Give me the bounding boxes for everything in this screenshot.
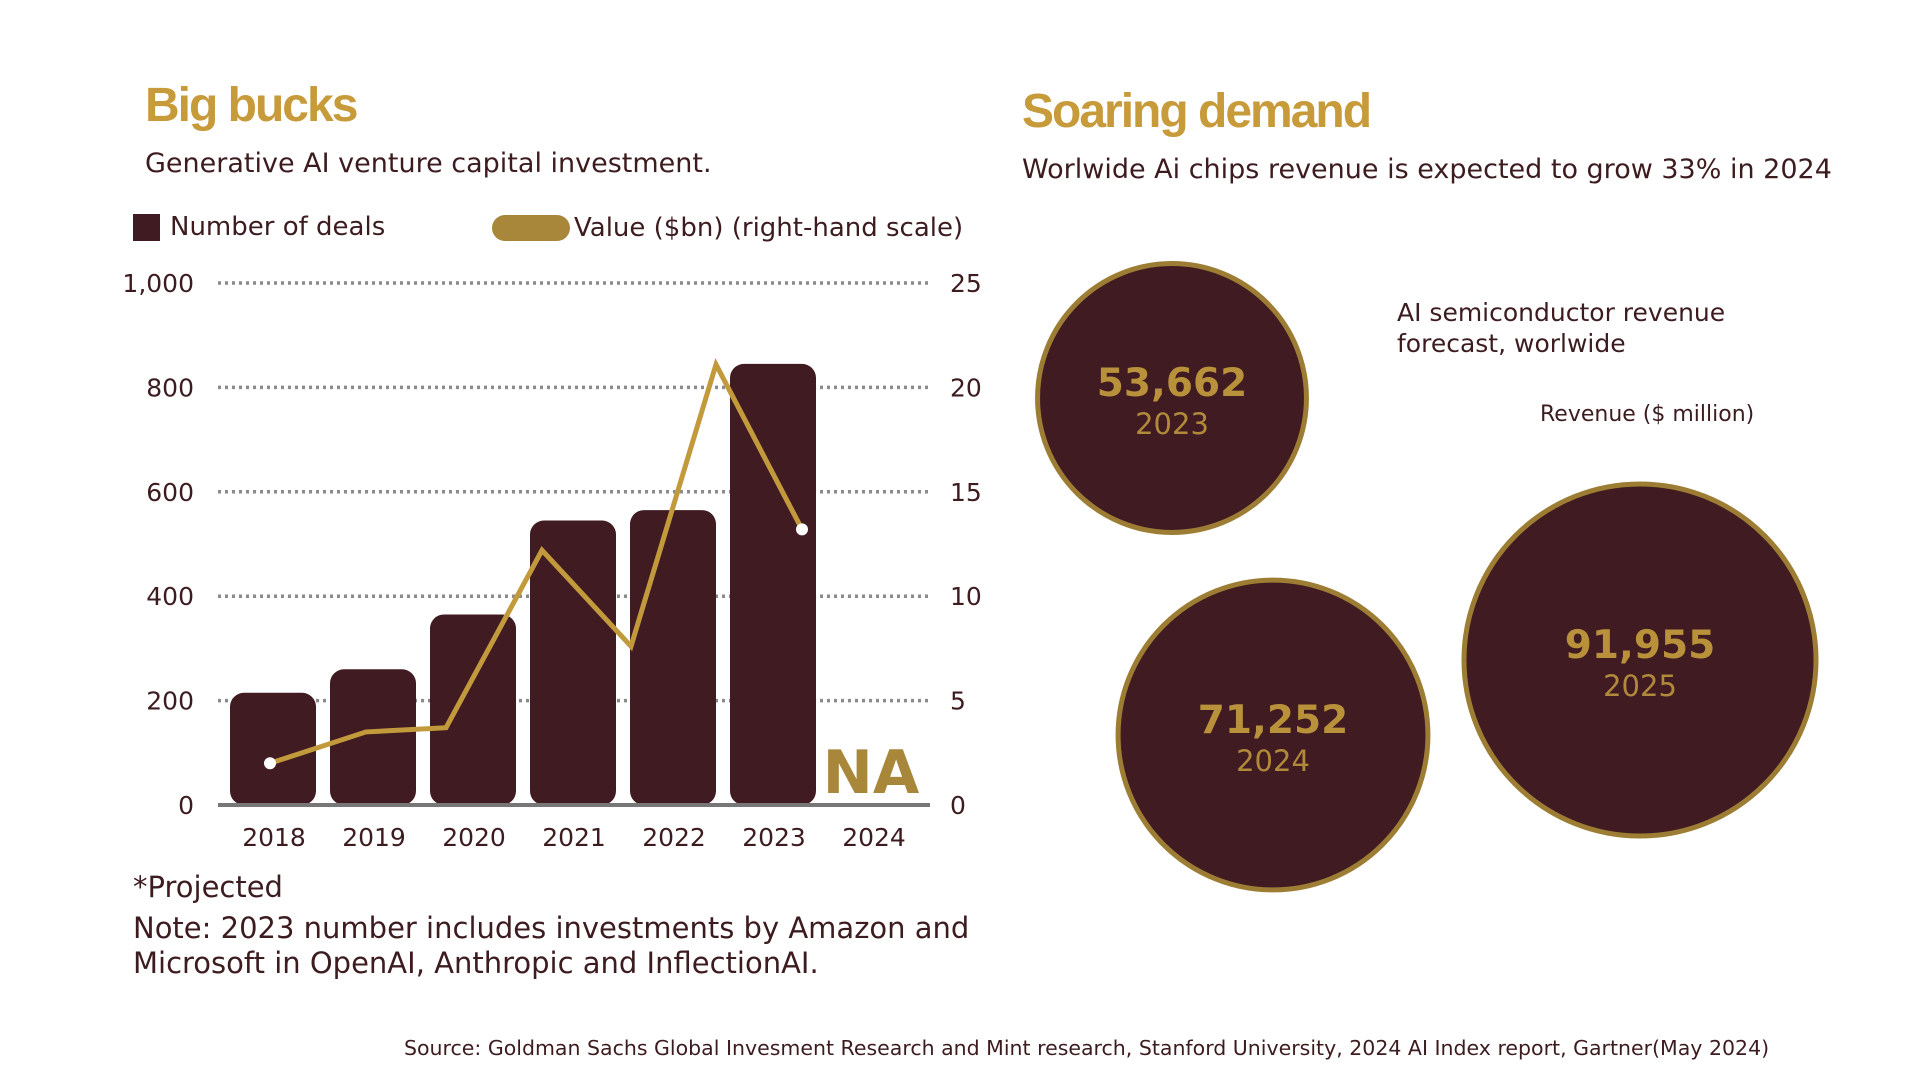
investment-note: Note: 2023 number includes investments b…: [133, 911, 970, 980]
bubble-value-label: 71,252: [1198, 698, 1349, 743]
projected-note: *Projected: [133, 870, 283, 904]
source-note: Source: Goldman Sachs Global Invesment R…: [404, 1036, 1770, 1060]
bubble-chart-title: AI semiconductor revenue forecast, worlw…: [1397, 298, 1726, 358]
bar-2020: [430, 614, 516, 805]
y-tick-label-left: 200: [146, 687, 194, 716]
legend-deals-label: Number of deals: [170, 212, 386, 242]
y-tick-label-right: 25: [950, 269, 982, 298]
y-tick-label-right: 0: [950, 791, 966, 820]
bubble-2024: [1115, 577, 1431, 893]
bubble-2025: [1461, 481, 1819, 839]
legend-value: Value ($bn) (right-hand scale): [492, 213, 963, 243]
bar-2023: [730, 363, 816, 805]
x-tick-label: 2023: [742, 823, 806, 852]
legend-value-swatch: [492, 215, 570, 241]
y-tick-label-left: 1,000: [122, 269, 194, 298]
left-panel-title: Big bucks: [145, 79, 358, 132]
x-tick-label: 2020: [442, 823, 506, 852]
bar-2021: [530, 520, 616, 805]
bubble-year-label: 2024: [1236, 744, 1310, 778]
value-line-endpoint: [264, 757, 276, 770]
bubble-year-label: 2023: [1135, 407, 1209, 441]
y-tick-label-right: 15: [950, 478, 982, 507]
bar-2019: [330, 669, 416, 805]
bar-2022: [630, 510, 716, 805]
legend-deals-swatch: [133, 213, 160, 241]
x-tick-label: 2019: [342, 823, 406, 852]
y-tick-label-right: 5: [950, 687, 966, 716]
right-panel-title: Soaring demand: [1022, 85, 1372, 138]
legend-value-label: Value ($bn) (right-hand scale): [574, 213, 964, 243]
right-panel-subtitle: Worlwide Ai chips revenue is expected to…: [1022, 154, 1832, 185]
value-line-endpoint: [796, 523, 808, 536]
y-tick-label-right: 20: [950, 373, 982, 402]
x-tick-label: 2024: [842, 823, 906, 852]
bubble-value-label: 91,955: [1565, 623, 1716, 668]
y-tick-label-left: 400: [146, 582, 194, 611]
bubble-2023: [1035, 261, 1309, 535]
value-line: [269, 357, 805, 766]
x-tick-label: 2022: [642, 823, 706, 852]
y-tick-label-right: 10: [950, 582, 982, 611]
x-tick-label: 2018: [242, 823, 306, 852]
bubble-value-label: 53,662: [1097, 361, 1248, 406]
y-tick-label-left: 600: [146, 478, 194, 507]
chart-notes: *Projected Note: 2023 number includes in…: [133, 870, 993, 981]
bar-2018: [230, 692, 316, 805]
legend-deals: Number of deals: [133, 212, 385, 242]
x-tick-label: 2021: [542, 823, 606, 852]
na-label: NA: [823, 738, 920, 808]
y-tick-label-left: 800: [146, 373, 194, 402]
bubble-year-label: 2025: [1603, 669, 1677, 703]
deals-value-chart: 0 0 200 5 400 10 600 15 800 20 1,000 25 2018 2019 2020…: [122, 269, 982, 852]
left-panel-subtitle: Generative AI venture capital investment…: [145, 148, 712, 179]
y-tick-label-left: 0: [178, 791, 194, 820]
bubble-chart-unit: Revenue ($ million): [1540, 402, 1755, 427]
